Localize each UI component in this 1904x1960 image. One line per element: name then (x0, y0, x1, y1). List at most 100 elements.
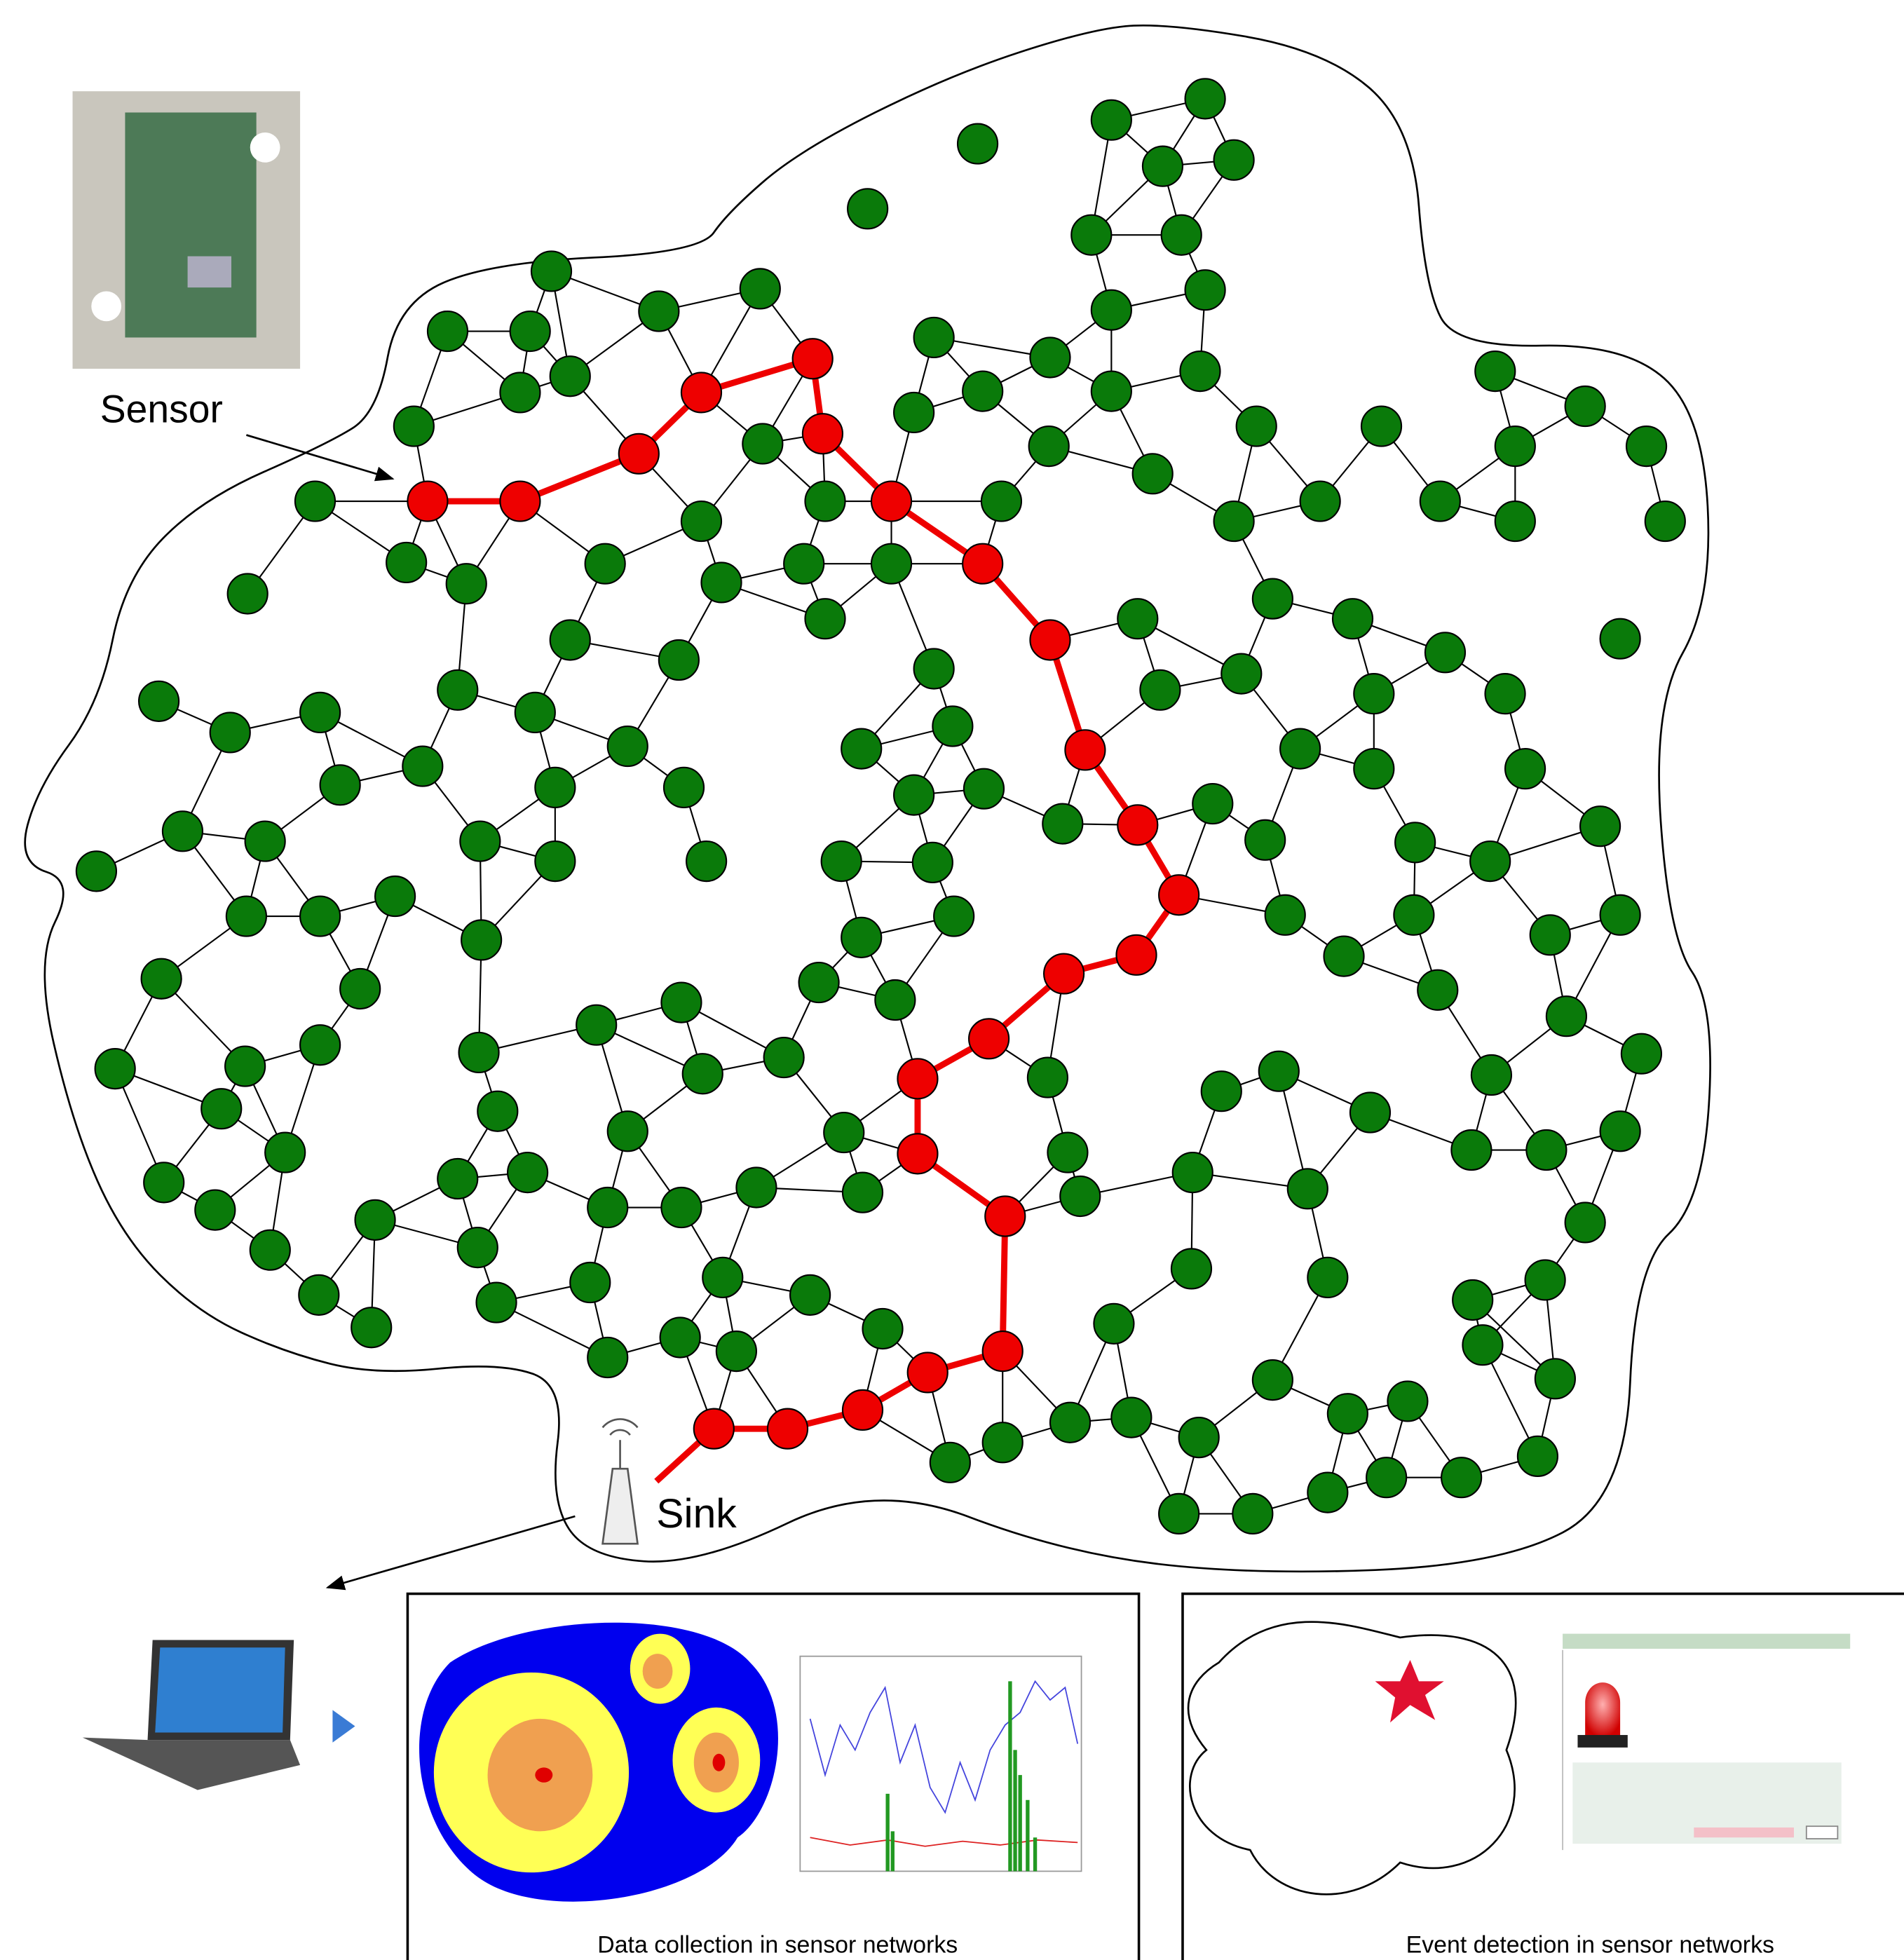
sensor-node (319, 764, 361, 806)
route-node (407, 480, 449, 522)
route-node (693, 1408, 735, 1450)
sensor-node (1029, 336, 1071, 379)
sensor-node (587, 1186, 629, 1229)
sensor-node (1441, 1457, 1483, 1499)
sink-label: Sink (656, 1491, 737, 1537)
sensor-node (1286, 1168, 1328, 1210)
sensor-node (456, 1226, 498, 1269)
route-node (499, 480, 541, 522)
sensor-node (137, 680, 180, 722)
sensor-node (75, 850, 118, 892)
sensor-node (1184, 78, 1226, 120)
sensor-node (606, 725, 648, 768)
route-node (897, 1133, 939, 1175)
sensor-node (1424, 632, 1467, 674)
laptop (82, 1640, 301, 1790)
sensor-node (820, 840, 862, 883)
route-node (1029, 619, 1071, 661)
sensor-node (509, 310, 551, 353)
sensor-node (662, 766, 705, 808)
sensor-node (1026, 1056, 1069, 1098)
sensor-node (606, 1110, 648, 1152)
sink-arrow (325, 1515, 576, 1591)
sensor-node (1141, 145, 1184, 187)
route-node (841, 1389, 884, 1431)
sensor-node (200, 1088, 243, 1130)
route-node (1158, 874, 1200, 916)
sensor-node (658, 639, 700, 681)
heat-core (535, 1767, 553, 1783)
sensor-node (209, 712, 251, 754)
heat-region (642, 1654, 673, 1689)
sensor-node (980, 480, 1023, 522)
sensor-node (841, 916, 883, 958)
sensor-node (584, 543, 626, 585)
sensor-node (1307, 1256, 1349, 1298)
sensor-node (1599, 618, 1641, 660)
sensor-node (1251, 578, 1293, 620)
sensor-node (94, 1048, 136, 1090)
sensor-node (1139, 669, 1181, 711)
sensor-node (783, 543, 825, 585)
route-node (870, 480, 913, 522)
sensor-node (569, 1261, 611, 1304)
sensor-node (1484, 673, 1526, 715)
sensor-node (739, 268, 781, 310)
sensor-node (224, 1045, 266, 1087)
route-node (962, 543, 1004, 585)
sensor-node (874, 979, 916, 1021)
sensor-node (1235, 405, 1277, 447)
sensor-node (1171, 1152, 1213, 1194)
sensor-node (1192, 782, 1234, 825)
sensor-node (225, 895, 268, 937)
sensor-hole (91, 291, 122, 322)
sensor-node (393, 405, 435, 447)
sensor-node (534, 766, 576, 808)
route-node (968, 1018, 1010, 1060)
event-star (1375, 1660, 1444, 1723)
route-node (791, 338, 834, 380)
sensor-node (534, 840, 576, 883)
sensor-node (1534, 1358, 1576, 1400)
sensor-node (841, 1171, 884, 1213)
event-area (1187, 1621, 1517, 1896)
sensor-label: Sensor (100, 388, 223, 431)
network-boundary (24, 24, 1711, 1573)
sensor-node (459, 820, 501, 862)
sensor-node (1360, 405, 1403, 447)
sensor-node (1042, 803, 1084, 845)
sensor-node (1090, 370, 1132, 412)
route-node (766, 1408, 809, 1450)
sensor-node (299, 691, 341, 734)
sensor-node (638, 290, 680, 332)
sensor-node (1474, 350, 1516, 393)
laptop-base (82, 1737, 301, 1790)
sensor-node (1450, 1129, 1492, 1171)
sensor-node (933, 895, 975, 937)
sensor-node (530, 250, 573, 292)
sensor-node (1494, 425, 1536, 468)
sensor-node (963, 768, 1005, 810)
sensor-node (576, 1004, 618, 1046)
sensor-node (804, 598, 846, 640)
sensor-node (686, 840, 728, 883)
sensor-hole (250, 132, 280, 163)
route-node (906, 1352, 948, 1394)
sensor-node (1625, 425, 1668, 468)
sensor-node (700, 562, 742, 604)
mini-chart-frame (799, 1655, 1082, 1872)
sensor-node (458, 1031, 500, 1074)
sensor-node (932, 705, 974, 747)
panel-caption: Data collection in sensor networks (597, 1931, 958, 1958)
sensor-node (1059, 1175, 1101, 1218)
sensor-node (1529, 914, 1571, 956)
sensor-node (1366, 1457, 1408, 1499)
sensor-node (956, 123, 999, 165)
sensor-node (862, 1307, 904, 1350)
sensor-node (161, 810, 204, 852)
sensor-node (1620, 1033, 1663, 1075)
sensor-node (249, 1229, 291, 1271)
route-node (618, 433, 660, 475)
sensor-node (680, 500, 723, 543)
